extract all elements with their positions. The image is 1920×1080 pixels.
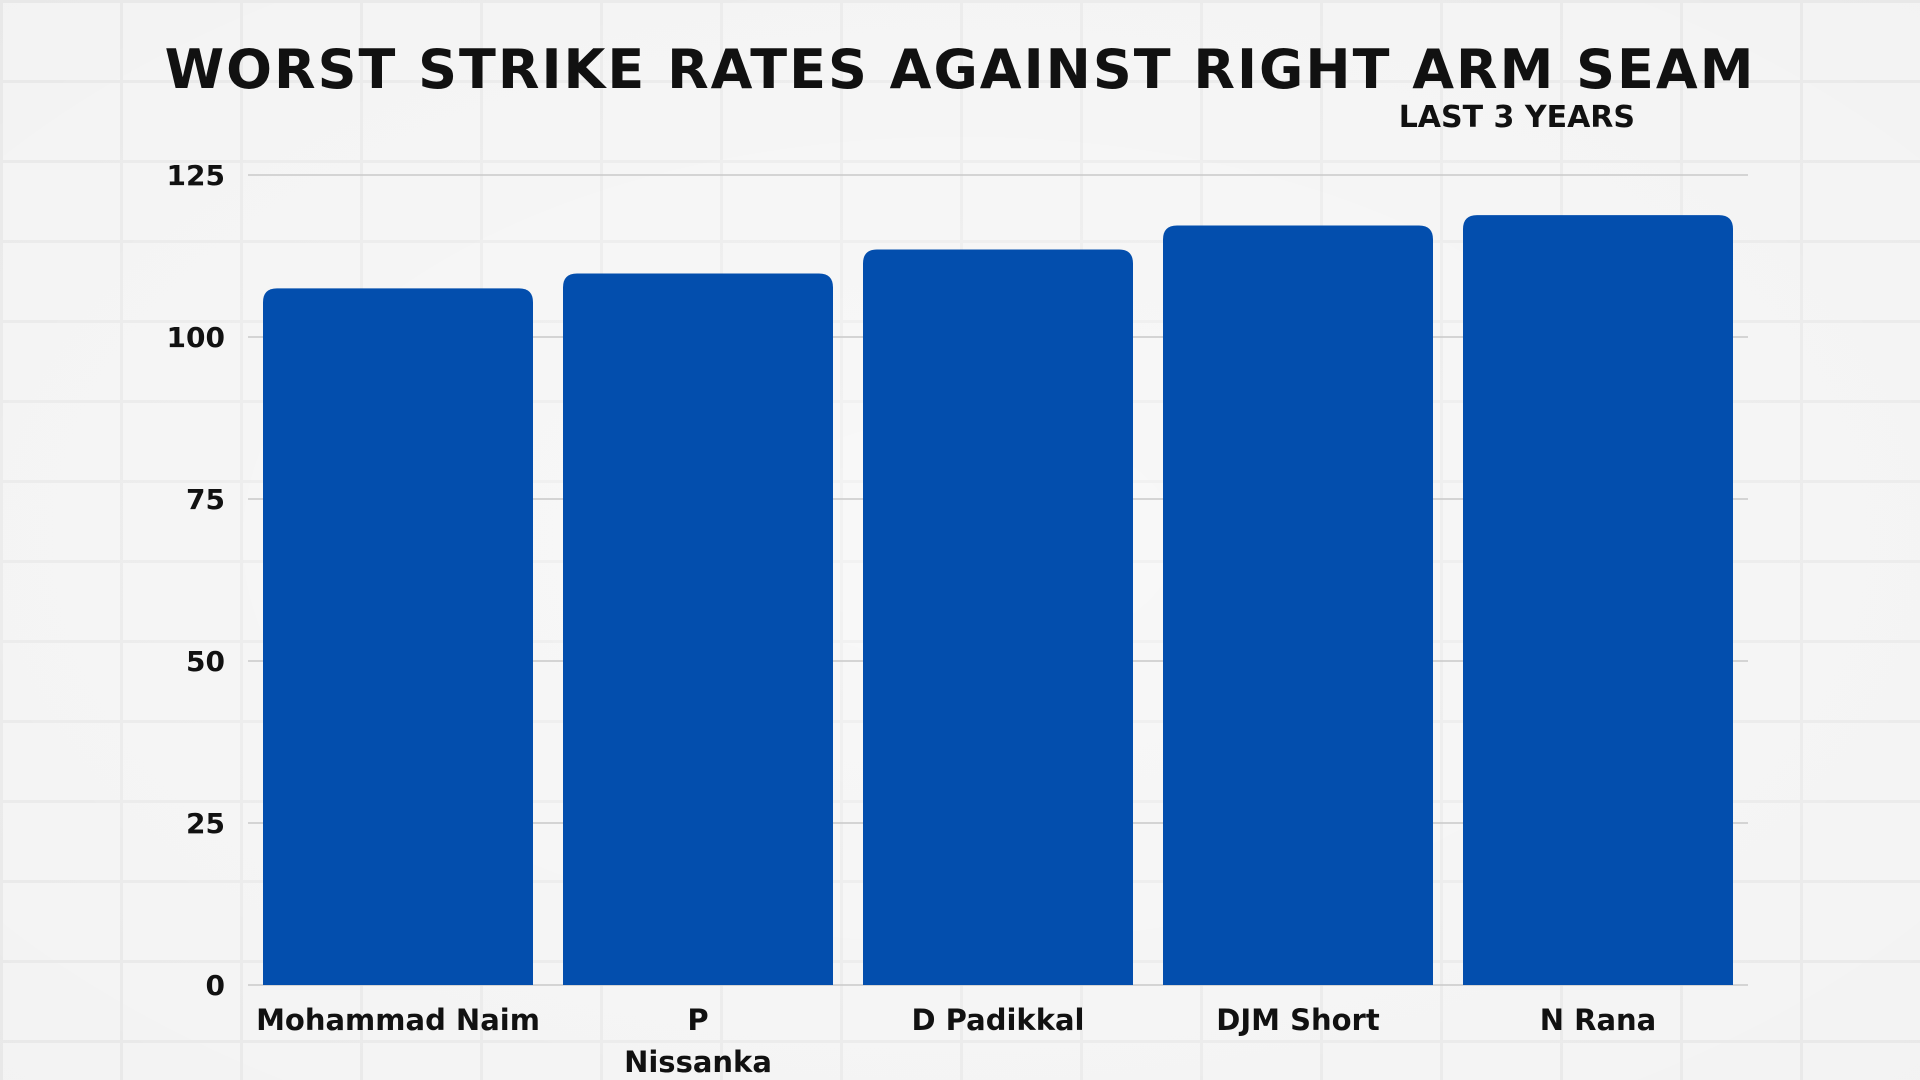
- bar-d-padikkal: [863, 249, 1133, 985]
- bar-mohammad-naim: [263, 288, 533, 985]
- y-tick-label: 75: [186, 483, 225, 516]
- y-tick-label: 50: [186, 645, 225, 678]
- y-tick-label: 125: [167, 159, 225, 192]
- bar-djm-short: [1163, 225, 1433, 985]
- x-tick-label: Nissanka: [624, 1045, 772, 1079]
- y-tick-label: 100: [167, 321, 225, 354]
- x-tick-label: DJM Short: [1216, 1003, 1380, 1037]
- y-tick-label: 25: [186, 807, 225, 840]
- y-tick-label: 0: [206, 969, 225, 1002]
- x-tick-label: Mohammad Naim: [256, 1003, 540, 1037]
- x-tick-label: P: [687, 1003, 708, 1037]
- x-tick-label: N Rana: [1540, 1003, 1656, 1037]
- bar-n-rana: [1463, 215, 1733, 985]
- chart-subtitle: LAST 3 YEARS: [1398, 100, 1635, 135]
- chart-title: Worst Strike Rates Against Right Arm Sea…: [164, 38, 1756, 101]
- x-tick-label: D Padikkal: [912, 1003, 1085, 1037]
- bar-p-nissanka: [563, 273, 833, 986]
